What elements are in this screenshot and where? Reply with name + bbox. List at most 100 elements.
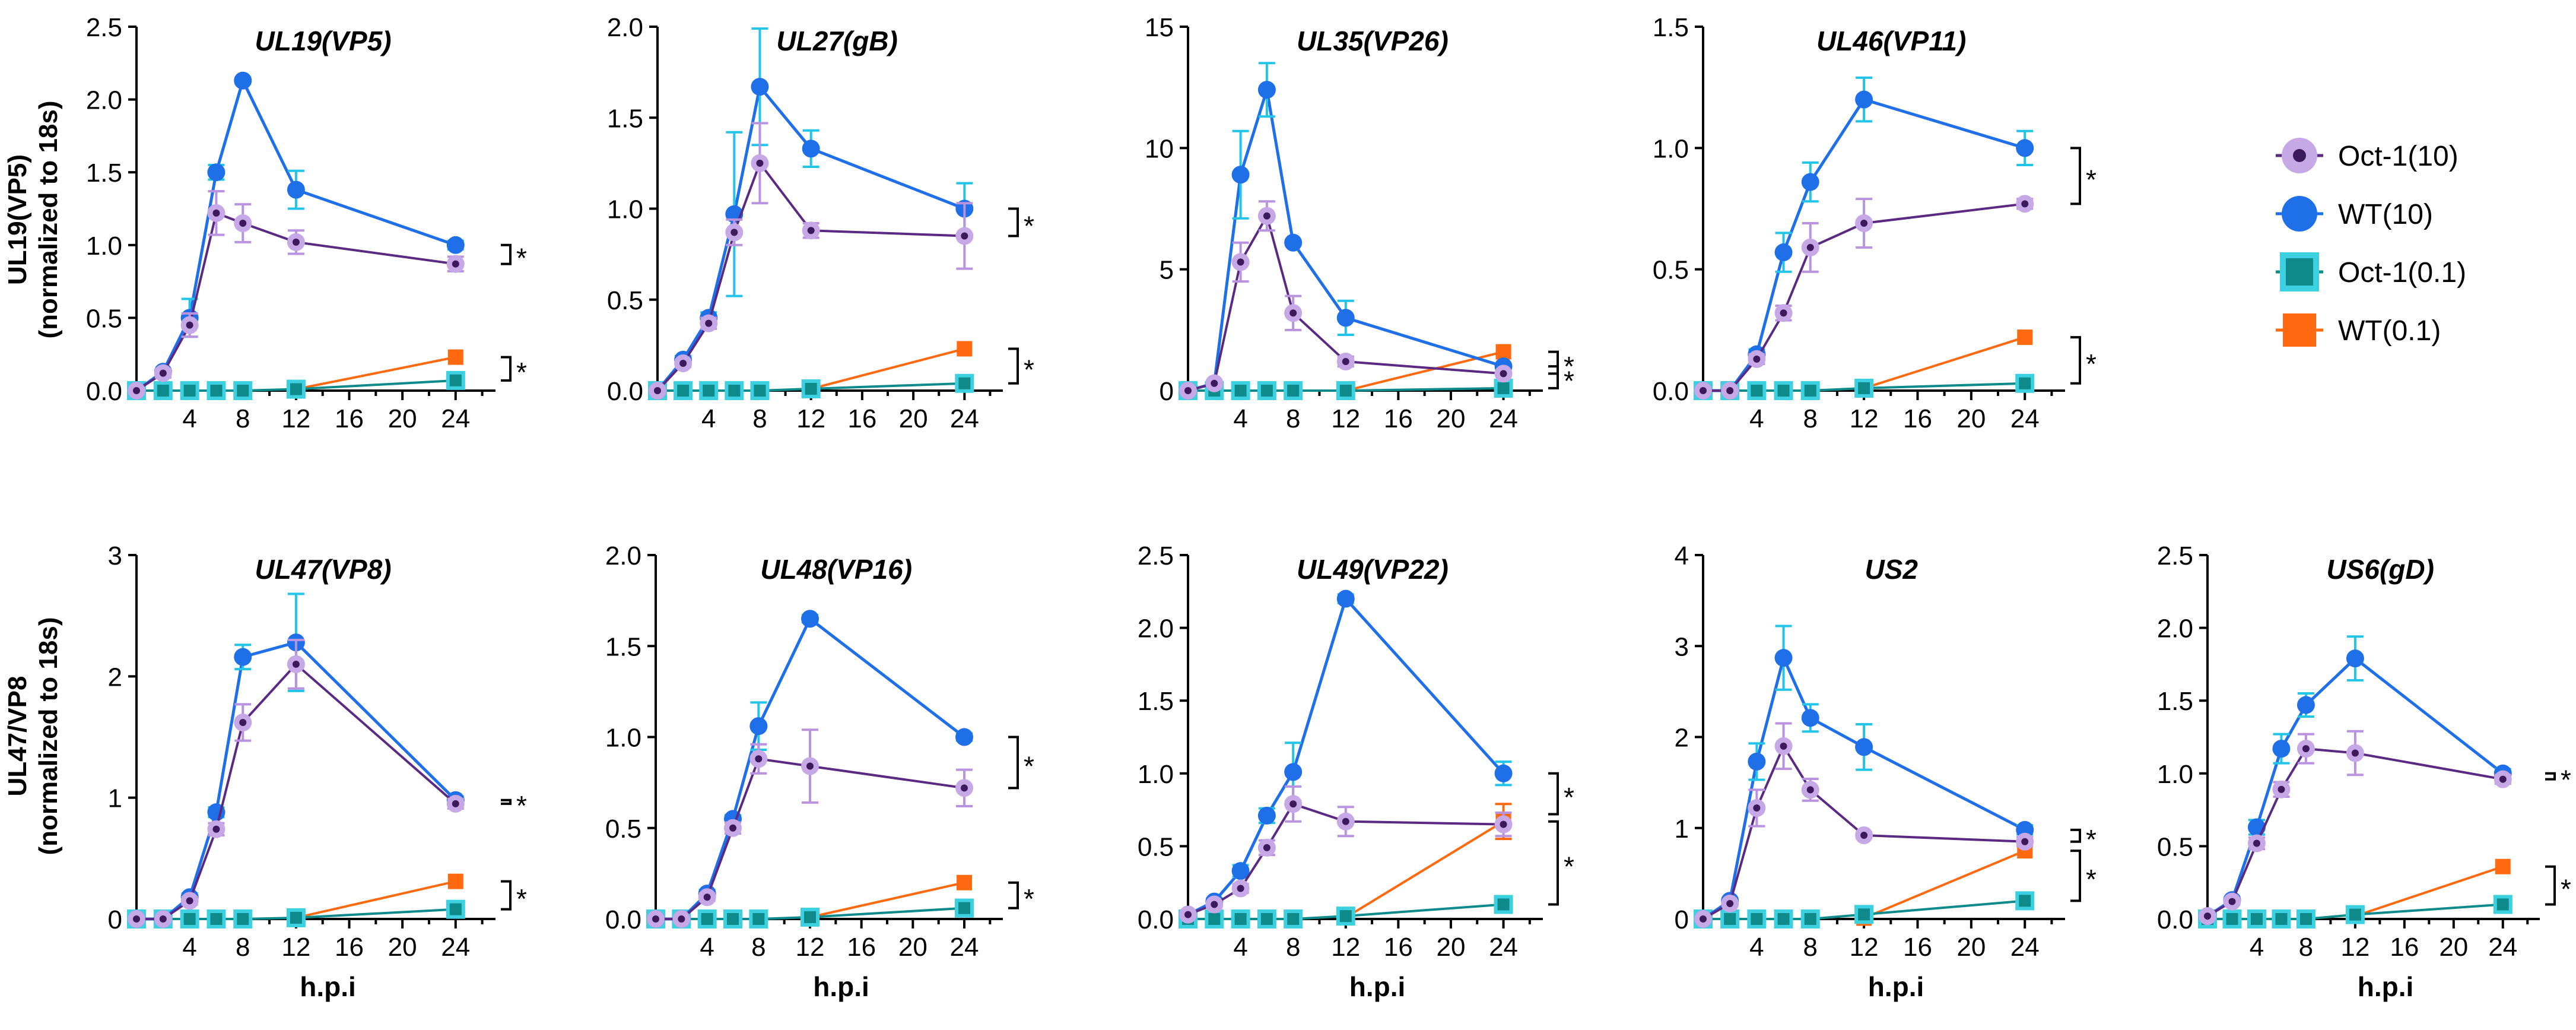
legend-item-oct-1-0-1-: Oct-1(0.1) (2276, 252, 2466, 291)
data-point-center (186, 321, 193, 329)
chart-title: US6(gD) (2326, 554, 2434, 585)
data-point (207, 909, 226, 928)
series-oct-1-0-1- (1179, 378, 1513, 400)
data-point (723, 909, 742, 928)
significance-star: * (1564, 782, 1574, 813)
data-point-center (678, 915, 685, 923)
data-point-center (1780, 309, 1787, 317)
significance-star: * (1024, 750, 1034, 781)
row-ylabel-1: UL19(VP5) (normalized to 18s) (3, 101, 63, 339)
y-tick-label: 2 (1675, 724, 1689, 753)
x-tick-label: 20 (1436, 933, 1465, 962)
significance-bracket (2070, 147, 2081, 205)
chart-panel-3: UL35(VP26) 0 5 10 15 4 8 12 16 20 24 ** (1145, 13, 1574, 433)
chart-panel-2: UL27(gB) 0.0 0.5 1.0 1.5 2.0 4 8 12 16 20 24 * * (607, 13, 1034, 433)
chart-title: UL19(VP5) (255, 26, 392, 56)
legend-item-oct-1-10-: Oct-1(10) (2276, 138, 2459, 173)
y-tick-label: 1.0 (607, 195, 643, 224)
legend-label: WT(10) (2338, 199, 2433, 230)
series-oct-1-10- (128, 639, 465, 928)
series-line (2206, 656, 2504, 918)
significance-star: * (2561, 874, 2571, 905)
x-tick-label: 4 (182, 933, 196, 962)
data-point (1800, 381, 1820, 400)
data-point (1774, 243, 1793, 262)
data-point (2272, 909, 2291, 928)
y-tick-label: 2.0 (2157, 614, 2193, 644)
data-point (957, 874, 972, 890)
x-tick-label: 4 (701, 404, 716, 433)
data-point-center (1700, 915, 1707, 923)
y-tick-label: 1.0 (1138, 760, 1174, 789)
y-tick-label: 1.0 (2157, 760, 2193, 789)
y-tick-label: 2.0 (605, 541, 641, 571)
data-point (955, 728, 973, 746)
data-point (1336, 907, 1355, 926)
x-tick-label: 4 (182, 404, 196, 433)
y-tick-label: 0.0 (86, 377, 122, 406)
y-tick-label: 2.0 (86, 86, 122, 115)
data-point-center (1263, 844, 1270, 851)
y-tick-label: 1.5 (2157, 687, 2193, 716)
x-tick-label: 4 (700, 933, 714, 962)
data-point-center (1700, 387, 1707, 394)
y-tick-label: 3 (1675, 632, 1689, 661)
data-point-center (756, 159, 764, 167)
series-oct-1-10- (2199, 730, 2512, 926)
data-point (955, 373, 974, 393)
data-point (1257, 909, 1276, 928)
y-tick-label: 0 (1675, 905, 1689, 934)
x-tick-label: 20 (899, 404, 928, 433)
x-tick-label: 12 (796, 933, 825, 962)
data-point (751, 78, 769, 96)
significance-bracket (1008, 347, 1019, 385)
data-point (749, 717, 768, 736)
x-tick-label: 24 (2010, 933, 2040, 962)
data-point (207, 381, 226, 400)
y-tick-label: 1.5 (605, 632, 641, 661)
x-tick-label: 24 (1489, 933, 1518, 962)
x-tick-label: 24 (2010, 404, 2040, 433)
series-oct-1-10- (1179, 785, 1513, 924)
x-tick-label: 8 (751, 933, 766, 962)
x-tick-label: 24 (441, 404, 470, 433)
x-tick-label: 20 (1956, 404, 1986, 433)
data-point (801, 610, 819, 628)
significance-star: * (1564, 351, 1574, 382)
data-point (801, 379, 821, 398)
data-point-center (292, 660, 300, 668)
data-point-center (2351, 749, 2359, 757)
data-point (1231, 909, 1250, 928)
data-point (1205, 909, 1224, 928)
data-point (802, 140, 820, 158)
significance-bracket (501, 356, 512, 382)
data-point (750, 381, 770, 400)
x-tick-label: 24 (950, 404, 979, 433)
legend-item-wt-0-1-: WT(0.1) (2276, 313, 2441, 347)
y-tick-label: 0.0 (2157, 905, 2193, 934)
data-point-center (1289, 309, 1297, 317)
data-point-center (133, 387, 140, 394)
x-tick-label: 12 (281, 933, 310, 962)
data-point (2297, 696, 2315, 714)
y-tick-label: 0 (1160, 377, 1174, 406)
x-tick-label: 4 (2250, 933, 2264, 962)
data-point-center (1342, 357, 1349, 365)
data-point-center (705, 319, 713, 327)
significance-star: * (2086, 864, 2097, 895)
data-point-center (239, 220, 247, 227)
series-oct-1-10- (647, 728, 973, 928)
significance-bracket (1548, 772, 1559, 816)
y-tick-label: 0.5 (607, 286, 643, 315)
data-point-center (1263, 212, 1270, 220)
significance-star: * (1024, 210, 1034, 241)
data-point (1720, 909, 1740, 928)
data-point (180, 909, 199, 928)
data-point-center (1726, 387, 1734, 394)
data-point (1336, 381, 1355, 400)
significance-bracket (501, 880, 512, 911)
data-point (725, 381, 744, 400)
data-point (1494, 895, 1513, 914)
data-point-center (1726, 899, 1734, 907)
x-tick-label: 20 (388, 404, 417, 433)
